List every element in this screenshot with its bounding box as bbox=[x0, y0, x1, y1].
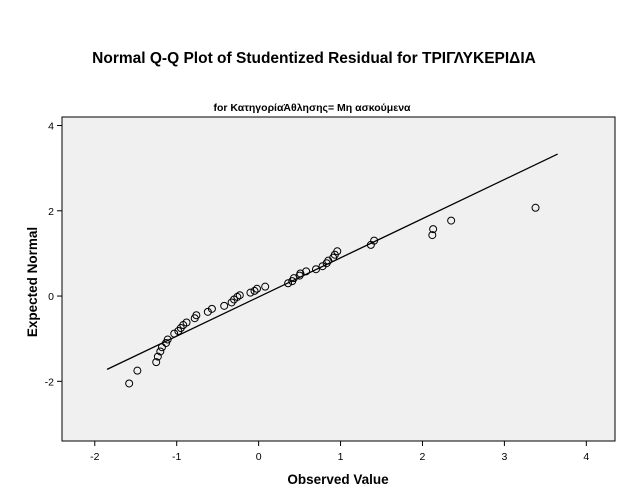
data-point bbox=[261, 282, 270, 291]
data-points bbox=[125, 203, 540, 388]
data-point bbox=[192, 311, 201, 320]
data-point bbox=[447, 216, 456, 225]
chart-title: Normal Q-Q Plot of Studentized Residual … bbox=[92, 50, 536, 67]
data-point bbox=[302, 267, 311, 276]
x-axis-label: Observed Value bbox=[287, 472, 389, 487]
y-axis-label: Expected Normal bbox=[25, 227, 40, 337]
data-point bbox=[252, 284, 261, 293]
data-point bbox=[284, 279, 293, 288]
data-point bbox=[233, 292, 242, 301]
data-point bbox=[246, 288, 255, 297]
data-point bbox=[182, 318, 191, 327]
y-tick-label: 0 bbox=[48, 291, 54, 303]
data-point bbox=[370, 236, 379, 245]
data-point bbox=[311, 265, 320, 274]
data-point bbox=[207, 304, 216, 313]
y-tick-label: 4 bbox=[48, 121, 54, 133]
chart-subtitle: for ΚατηγορίαΆθλησης= Μη ασκούμενα bbox=[214, 102, 412, 114]
data-point bbox=[235, 291, 244, 300]
x-tick-label: -2 bbox=[90, 451, 99, 463]
x-axis-ticks: -2 -1 0 1 2 3 4 bbox=[90, 441, 589, 463]
data-point bbox=[153, 352, 162, 361]
data-point bbox=[152, 358, 161, 367]
x-tick-label: 1 bbox=[338, 451, 344, 463]
data-point bbox=[157, 343, 166, 352]
data-point bbox=[428, 231, 437, 240]
data-point bbox=[163, 335, 172, 344]
data-point bbox=[250, 286, 259, 295]
x-tick-label: -1 bbox=[172, 451, 181, 463]
data-point bbox=[531, 203, 540, 212]
x-tick-label: 0 bbox=[256, 451, 262, 463]
x-tick-label: 4 bbox=[583, 451, 589, 463]
y-axis-ticks: -2 0 2 4 bbox=[45, 121, 62, 388]
data-point bbox=[296, 269, 305, 278]
data-point bbox=[125, 379, 134, 388]
data-point bbox=[133, 366, 142, 375]
data-point bbox=[156, 347, 165, 356]
plot-area bbox=[61, 116, 616, 442]
x-tick-label: 3 bbox=[501, 451, 507, 463]
data-point bbox=[220, 301, 229, 310]
reference-line bbox=[106, 153, 558, 370]
x-tick-label: 2 bbox=[420, 451, 426, 463]
data-point bbox=[333, 247, 342, 256]
y-tick-label: -2 bbox=[45, 376, 54, 388]
data-point bbox=[429, 225, 438, 234]
y-tick-label: 2 bbox=[48, 206, 54, 218]
data-point bbox=[170, 329, 179, 338]
